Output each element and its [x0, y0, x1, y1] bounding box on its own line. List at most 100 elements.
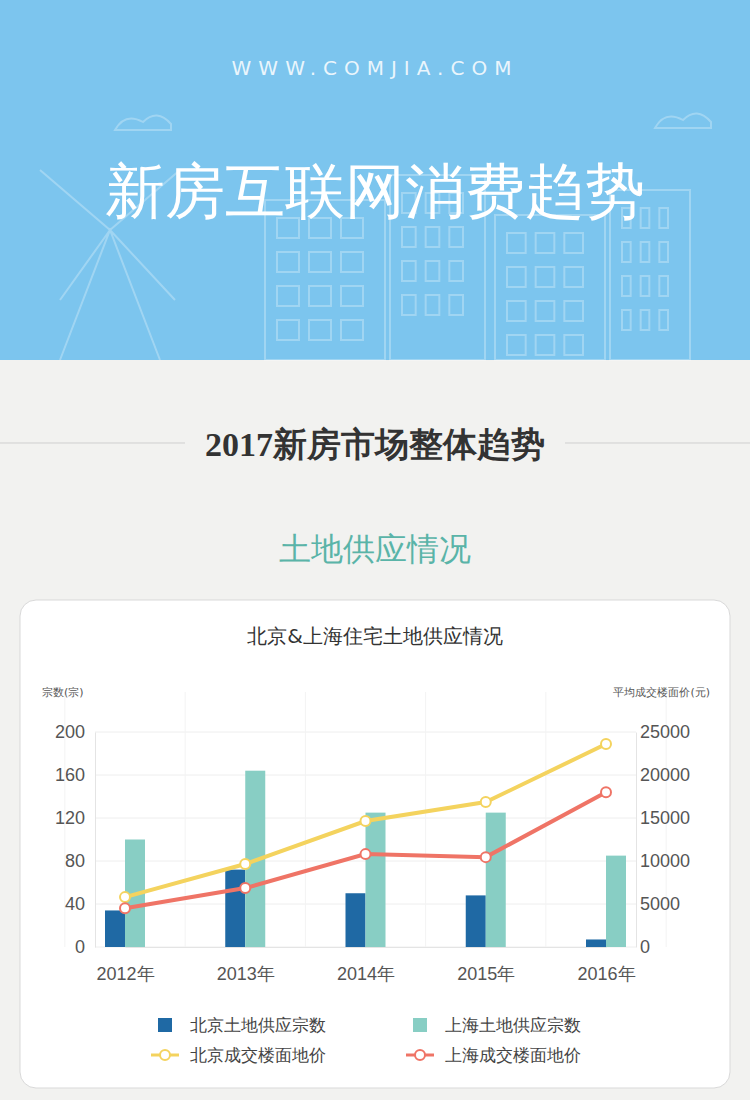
window — [659, 310, 668, 330]
bar-series — [125, 771, 626, 947]
tick: 20000 — [636, 765, 690, 785]
tick: 5000 — [636, 894, 680, 914]
window — [309, 320, 331, 340]
tick-label: 160 — [55, 765, 85, 785]
tick-label: 0 — [640, 937, 650, 957]
tick-label: 0 — [75, 937, 85, 957]
tick-label: 15000 — [640, 808, 690, 828]
chart-title: 北京&上海住宅土地供应情况 — [247, 624, 503, 648]
window — [659, 276, 668, 296]
tick-label: 2013年 — [217, 964, 275, 984]
background — [0, 0, 750, 1100]
header-decoration — [40, 113, 711, 360]
window — [507, 233, 526, 253]
bar — [586, 939, 606, 947]
tick: 80 — [65, 851, 95, 871]
bar — [105, 910, 125, 947]
window — [536, 335, 555, 355]
marker — [361, 849, 371, 859]
grid-line-vertical — [185, 692, 186, 947]
window — [277, 286, 299, 306]
axis-line — [126, 947, 607, 948]
window — [564, 267, 583, 287]
legend-label: 上海土地供应宗数 — [445, 1015, 581, 1035]
window — [641, 242, 650, 262]
tick: 2012年 — [96, 947, 154, 984]
section-rule — [0, 443, 185, 444]
window — [564, 301, 583, 321]
tick: 25000 — [636, 722, 690, 742]
window — [564, 233, 583, 253]
legend-swatch — [158, 1018, 172, 1032]
tick-label: 200 — [55, 722, 85, 742]
axis: 0 5000 10000 15000 20000 25000 — [636, 722, 690, 957]
window — [507, 301, 526, 321]
tick: 200 — [55, 722, 95, 742]
tick-label: 5000 — [640, 894, 680, 914]
tick: 160 — [55, 765, 95, 785]
window — [622, 310, 631, 330]
tick: 40 — [65, 894, 95, 914]
legend-label: 北京成交楼面地价 — [190, 1045, 326, 1065]
tick-label: 10000 — [640, 851, 690, 871]
window — [641, 276, 650, 296]
grid-line-vertical — [425, 692, 426, 947]
line — [125, 744, 606, 897]
banner-title: 新房互联网消费趋势 — [105, 156, 645, 226]
window — [426, 295, 440, 315]
bar — [346, 893, 366, 947]
window — [402, 261, 416, 281]
bar — [225, 870, 245, 947]
tick: 120 — [55, 808, 95, 828]
window — [641, 310, 650, 330]
header-band — [0, 0, 750, 360]
grid-line — [95, 775, 636, 776]
window — [402, 295, 416, 315]
marker — [120, 892, 130, 902]
window — [507, 335, 526, 355]
building — [495, 215, 605, 360]
window — [277, 320, 299, 340]
marker — [601, 787, 611, 797]
subsection-title: 土地供应情况 — [279, 531, 471, 567]
legend-label: 上海成交楼面地价 — [445, 1045, 581, 1065]
window — [622, 276, 631, 296]
marker — [120, 903, 130, 913]
grid-line — [95, 732, 636, 733]
marker — [601, 739, 611, 749]
window — [659, 208, 668, 228]
grid-line-vertical — [545, 692, 546, 947]
marker — [481, 852, 491, 862]
window — [507, 267, 526, 287]
plot-area — [105, 739, 626, 947]
chart-card — [20, 600, 730, 1088]
window — [341, 286, 363, 306]
tick-label: 2012年 — [96, 964, 154, 984]
tick-label: 2014年 — [337, 964, 395, 984]
tick-label: 20000 — [640, 765, 690, 785]
legend-marker — [415, 1050, 425, 1060]
line — [125, 792, 606, 908]
cloud — [115, 115, 171, 130]
tick: 0 — [636, 937, 650, 957]
grid-line-vertical — [305, 692, 306, 947]
window — [659, 242, 668, 262]
tick: 15000 — [636, 808, 690, 828]
tick: 0 — [75, 937, 95, 957]
tick: 2014年 — [337, 947, 395, 984]
window — [309, 286, 331, 306]
axis-title: 平均成交楼面价(元) — [613, 686, 710, 699]
legend-swatch — [413, 1018, 427, 1032]
legend-marker — [160, 1050, 170, 1060]
axis-line — [95, 733, 96, 948]
tick-label: 25000 — [640, 722, 690, 742]
page: WWW.COMJIA.COM新房互联网消费趋势2017新房市场整体趋势土地供应情… — [0, 0, 750, 1100]
tick-label: 2015年 — [457, 964, 515, 984]
tick-label: 120 — [55, 808, 85, 828]
axis-line — [636, 733, 637, 948]
axis-title: 宗数(宗) — [42, 686, 84, 699]
window — [402, 227, 416, 247]
window — [426, 227, 440, 247]
legend-item: 上海成交楼面地价 — [406, 1045, 581, 1065]
window — [536, 301, 555, 321]
